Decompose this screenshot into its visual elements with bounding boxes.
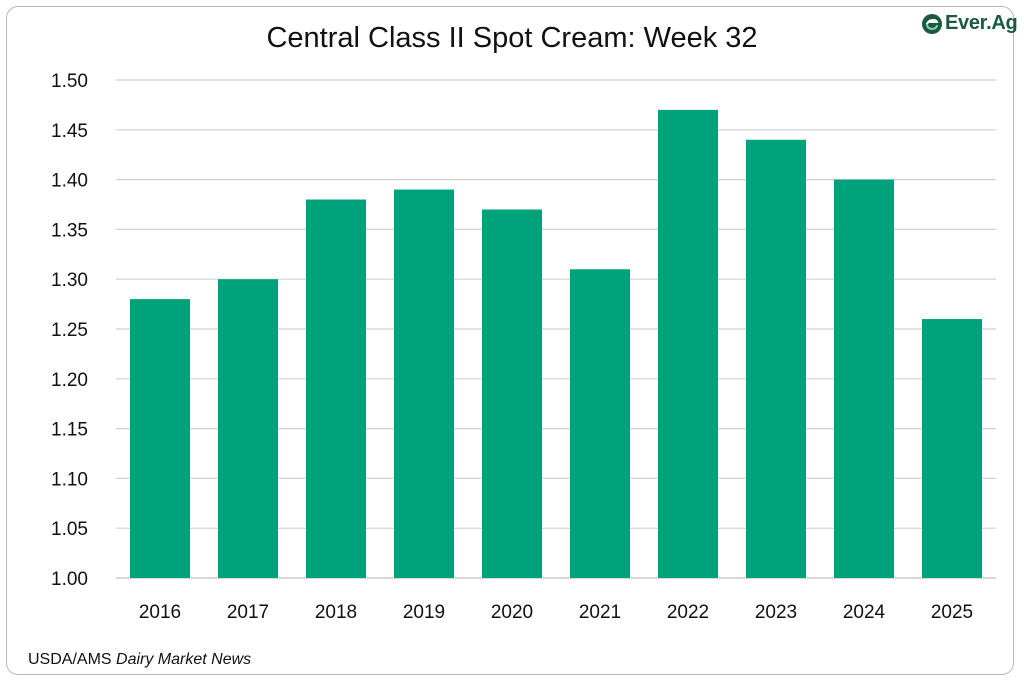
ever-ag-logo: Ever.Ag [921,12,1018,35]
x-tick-label: 2020 [491,602,533,623]
bar-2024 [834,179,894,578]
y-tick-label: 1.10 [51,469,88,490]
ever-ag-logo-icon [922,13,942,34]
y-tick-label: 1.35 [51,220,88,241]
bar-2019 [394,189,454,578]
x-tick-label: 2016 [139,602,181,623]
source-prefix: USDA/AMS [28,651,117,668]
y-tick-label: 1.30 [51,270,88,291]
y-tick-label: 1.15 [51,420,88,441]
bar-2025 [922,319,982,578]
bar-2016 [130,299,190,578]
chart-title: Central Class II Spot Cream: Week 32 [266,22,758,54]
x-tick-label: 2022 [667,602,709,623]
y-tick-label: 1.50 [51,71,88,92]
x-tick-label: 2023 [755,602,797,623]
y-axis-ticks: 1.00 1.05 1.10 1.15 1.20 1.25 1.30 1.35 1.40 1.45… [51,71,88,590]
x-axis-ticks: 2016 2017 2018 2019 2020 2021 2022 2023 2024 2025 [139,602,973,623]
bar-2022 [658,109,718,578]
bar-2018 [306,199,366,578]
x-tick-label: 2021 [579,602,621,623]
x-tick-label: 2019 [403,602,445,623]
x-tick-label: 2018 [315,602,357,623]
logo-text: Ever.Ag [945,12,1018,34]
bar-2020 [482,209,542,579]
bar-2017 [218,279,278,578]
bar-2021 [570,269,630,578]
y-tick-label: 1.40 [51,171,88,192]
y-tick-label: 1.45 [51,121,88,142]
y-tick-label: 1.00 [51,569,88,590]
y-tick-label: 1.20 [51,370,88,391]
y-tick-label: 1.25 [51,320,88,341]
y-tick-label: 1.05 [51,519,88,540]
source-note: USDA/AMS Dairy Market News [28,651,251,669]
source-italic: Dairy Market News [116,651,252,668]
x-tick-label: 2017 [227,602,269,623]
x-tick-label: 2025 [931,602,973,623]
bar-2023 [746,139,806,578]
x-tick-label: 2024 [843,602,886,623]
bars [130,109,982,579]
